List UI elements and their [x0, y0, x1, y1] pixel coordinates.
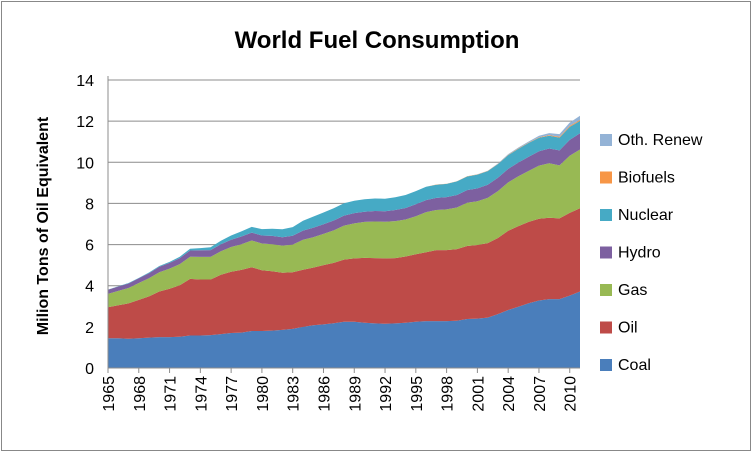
legend-swatch — [600, 209, 612, 221]
y-tick-label: 14 — [76, 73, 94, 90]
x-tick-label: 1968 — [132, 376, 149, 412]
area-gas — [108, 149, 580, 308]
y-tick-label: 2 — [85, 320, 94, 337]
axes — [107, 76, 580, 373]
legend-label: Nuclear — [618, 207, 674, 224]
area-oil — [108, 208, 580, 339]
x-tick-label: 1965 — [101, 376, 118, 412]
x-tick-label: 1977 — [224, 376, 241, 412]
legend-swatch — [600, 134, 612, 146]
legend-label: Coal — [618, 357, 651, 374]
x-tick-label: 2001 — [470, 376, 487, 412]
legend-swatch — [600, 359, 612, 371]
legend-swatch — [600, 171, 612, 184]
legend-swatch — [600, 284, 612, 296]
y-tick-label: 12 — [76, 114, 94, 131]
legend-label: Oil — [618, 320, 638, 337]
stacked-areas — [108, 115, 580, 368]
x-tick-label: 2007 — [532, 376, 549, 412]
y-tick-label: 0 — [85, 361, 94, 378]
y-tick-label: 10 — [76, 155, 94, 172]
area-coal — [108, 291, 580, 368]
y-axis-label: Milion Tons of Oil Equivalent — [35, 116, 52, 335]
x-tick-label: 1992 — [378, 376, 395, 412]
legend-label: Hydro — [618, 245, 661, 262]
x-tick-label: 2004 — [501, 376, 518, 412]
area-nuclear — [108, 120, 580, 290]
legend-swatch — [600, 246, 612, 259]
x-tick-labels: 1965 1968 1971 1974 1977 1980 1983 1986 1989 1992… — [101, 376, 580, 412]
x-tick-label: 1971 — [163, 376, 180, 412]
y-tick-label: 4 — [85, 279, 94, 296]
x-tick-label: 1995 — [409, 376, 426, 412]
legend-label: Oth. Renew — [618, 132, 703, 149]
x-tick-label: 1983 — [286, 376, 303, 412]
chart-title: World Fuel Consumption — [235, 27, 520, 54]
legend-label: Gas — [618, 282, 647, 299]
y-tick-label: 6 — [85, 238, 94, 255]
x-tick-label: 1998 — [440, 376, 457, 412]
x-tick-label: 1989 — [347, 376, 364, 412]
legend-swatch — [600, 321, 612, 334]
x-tick-label: 2010 — [563, 376, 580, 412]
x-tick-label: 1980 — [255, 376, 272, 412]
x-tick-label: 1974 — [193, 376, 210, 412]
y-tick-labels: 0 2 4 6 8 10 12 14 — [76, 73, 94, 378]
legend-label: Biofuels — [618, 170, 675, 187]
x-tick-label: 1986 — [317, 376, 334, 412]
legend: Oth. Renew Biofuels Nuclear Hydro Gas Oil Coal — [600, 132, 703, 374]
y-tick-label: 8 — [85, 196, 94, 213]
